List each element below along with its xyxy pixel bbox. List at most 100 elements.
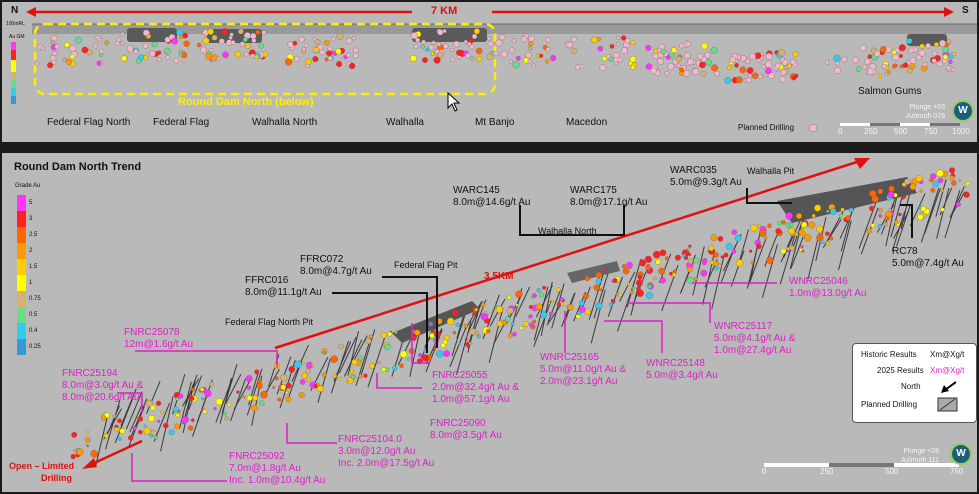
- intercept-dot: [330, 355, 338, 363]
- intercept-dot: [213, 407, 217, 411]
- intercept-dot: [816, 234, 824, 242]
- hole-result: 8.0m@17.1g/t Au: [570, 197, 648, 208]
- intercept-dot: [414, 329, 421, 336]
- intercept-dot: [891, 49, 897, 55]
- intercept-dot: [826, 209, 830, 213]
- intercept-dot: [472, 312, 476, 316]
- intercept-dot: [576, 311, 582, 316]
- planned-hole-dot: [922, 62, 928, 67]
- historic-leader-lines: [332, 188, 913, 353]
- planned-drill-trace: [246, 368, 263, 416]
- intercept-dot: [551, 299, 555, 303]
- hole-result: 2.0m@23.1g/t Au: [540, 376, 618, 387]
- intercept-dot: [528, 305, 533, 309]
- intercept-dot: [149, 433, 154, 438]
- intercept-dot: [830, 208, 837, 215]
- intercept-dot: [887, 208, 892, 212]
- hole-id: RC78: [892, 246, 918, 257]
- planned-hole-dot: [779, 76, 786, 83]
- intercept-dot: [85, 437, 91, 443]
- grade-value-label: 5: [29, 200, 33, 206]
- intercept-dot: [539, 53, 544, 58]
- intercept-dot: [778, 49, 786, 57]
- intercept-dot: [550, 55, 557, 62]
- historic-result-warc175: WARC175 8.0m@17.1g/t Au: [570, 185, 647, 209]
- intercept-dot: [148, 414, 156, 422]
- planned-hole-dot: [353, 47, 359, 54]
- intercept-dot: [86, 444, 89, 448]
- new-result-fnrc25078: FNRC25078 12m@1.6g/t Au: [124, 327, 193, 351]
- intercept-dot: [399, 363, 404, 368]
- intercept-dot: [207, 28, 214, 35]
- intercept-dot: [814, 204, 822, 212]
- intercept-dot: [305, 58, 312, 65]
- grade-value-label: 1.5: [29, 264, 38, 270]
- new-result-fnrc25090: FNRC25090 8.0m@3.5g/t Au: [430, 418, 502, 442]
- walhalla-north-pit-shape: [567, 261, 620, 283]
- planned-hole-dot: [780, 69, 787, 76]
- intercept-dot: [955, 201, 961, 208]
- intercept-dot: [313, 384, 318, 389]
- scale-tick: 0: [762, 467, 767, 476]
- planned-hole-dot: [181, 58, 187, 63]
- intercept-dot: [800, 245, 804, 249]
- intercept-dot: [422, 57, 428, 63]
- intercept-dot: [101, 415, 107, 421]
- intercept-dot: [940, 207, 945, 212]
- grade-value-label: 1: [29, 280, 33, 286]
- legend-new-label: 2025 Results: [877, 366, 924, 375]
- hole-result: 8.0m@3.0g/t Au &: [62, 380, 144, 391]
- intercept-dot: [532, 319, 537, 324]
- drill-intercepts: [34, 28, 957, 84]
- pit-shape: [412, 28, 487, 42]
- intercept-dot: [636, 289, 644, 297]
- intercept-dot: [117, 418, 122, 424]
- planned-drill-trace: [188, 375, 203, 410]
- intercept-dot: [608, 302, 613, 307]
- intercept-dot: [143, 424, 147, 428]
- planned-drill-trace: [125, 391, 143, 430]
- intercept-dot: [476, 55, 483, 62]
- intercept-dot: [349, 369, 354, 374]
- intercept-dot: [251, 404, 258, 412]
- intercept-dot: [90, 450, 98, 458]
- intercept-dot: [523, 321, 529, 327]
- hole-result: 8.0m@4.7g/t Au: [300, 266, 372, 277]
- intercept-dot: [421, 354, 429, 362]
- intercept-dot: [766, 256, 774, 264]
- planned-hole-dot: [834, 67, 841, 74]
- planned-hole-dot: [881, 63, 887, 69]
- planned-hole-dot: [613, 60, 619, 66]
- intercept-dot: [440, 342, 446, 349]
- intercept-dot: [682, 253, 686, 258]
- planned-drill-trace: [338, 336, 357, 374]
- planned-drill-trace: [619, 271, 636, 302]
- intercept-dot: [222, 51, 229, 59]
- intercept-dot: [932, 180, 940, 188]
- intercept-dot: [901, 182, 907, 187]
- intercept-dot: [410, 55, 417, 62]
- intercept-dot: [204, 389, 212, 398]
- intercept-dot: [254, 369, 260, 375]
- planned-hole-dot: [261, 30, 267, 36]
- open-label-line: Open – Limited: [9, 461, 75, 471]
- intercept-dot: [898, 212, 902, 217]
- planned-drill-trace: [129, 403, 143, 433]
- intercept-dot: [652, 250, 661, 259]
- intercept-dot: [75, 36, 82, 44]
- intercept-dot: [399, 350, 408, 358]
- intercept-dot: [658, 267, 666, 275]
- planned-hole-dot: [525, 52, 532, 59]
- intercept-dot: [468, 341, 472, 345]
- planned-hole-dot: [574, 64, 581, 71]
- intercept-dot: [430, 51, 435, 56]
- planned-hole-dot: [40, 46, 45, 51]
- intercept-dot: [669, 271, 673, 276]
- hole-result: 5.0m@7.4g/t Au: [892, 258, 964, 269]
- planned-hole-dot: [509, 47, 515, 53]
- planned-hole-dot: [410, 32, 418, 40]
- intercept-dot: [274, 376, 279, 381]
- hole-result: 1.0m@13.0g/t Au: [789, 288, 867, 299]
- hole-id: WNRC25046: [789, 276, 848, 287]
- intercept-dot: [299, 379, 306, 385]
